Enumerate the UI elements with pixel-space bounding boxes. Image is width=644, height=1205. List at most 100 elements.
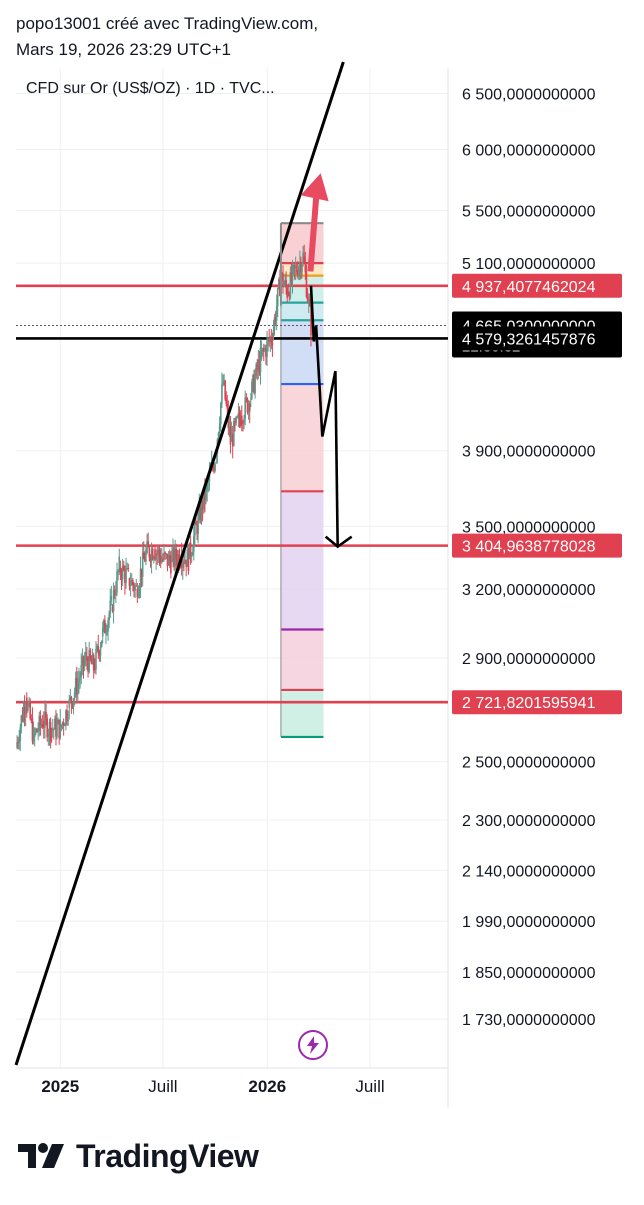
candle-body: [60, 724, 63, 728]
y-tick-label: 6 500,0000000000: [462, 87, 596, 104]
candle-body: [207, 481, 210, 483]
candle-body: [219, 402, 222, 424]
candle-body: [299, 261, 301, 268]
candle-body: [205, 484, 207, 500]
candle-body: [167, 555, 170, 566]
header-line-2: Mars 19, 2026 23:29 UTC+1: [16, 40, 231, 59]
candle-body: [233, 421, 235, 446]
candle-body: [245, 397, 248, 399]
candle-body: [224, 380, 226, 400]
candle-body: [253, 375, 255, 394]
projection-arrowhead: [324, 535, 353, 549]
candle-body: [32, 727, 35, 742]
candle-body: [99, 646, 102, 656]
y-tick-label: 5 500,0000000000: [462, 203, 596, 220]
candle-body: [134, 585, 136, 591]
candle-body: [259, 348, 262, 373]
flash-icon[interactable]: [298, 1030, 328, 1060]
candle-body: [244, 397, 246, 419]
candle-body: [147, 541, 149, 548]
symbol-label[interactable]: CFD sur Or (US$/OZ) · 1D · TVC...: [26, 80, 275, 97]
candle-body: [23, 706, 26, 715]
fib-zone: [280, 302, 324, 321]
fib-zone: [280, 384, 324, 492]
candle-body: [221, 384, 223, 403]
candle-body: [57, 719, 59, 725]
candle-body: [269, 337, 272, 342]
candle-body: [103, 620, 105, 628]
candle-body: [37, 731, 39, 733]
candle-body: [133, 585, 135, 591]
candle-body: [104, 620, 106, 634]
candle-body: [35, 729, 37, 733]
candle-body: [252, 375, 254, 382]
y-tick-label: 2 900,0000000000: [462, 651, 596, 668]
candle-body: [41, 724, 44, 728]
candle-body: [120, 572, 123, 580]
candle-body: [97, 646, 100, 652]
candle-body: [127, 568, 130, 570]
trendline: [14, 61, 345, 1066]
candle-body: [197, 514, 199, 534]
candle-body: [170, 560, 172, 574]
candle-body: [128, 578, 131, 587]
candle-body: [187, 549, 190, 571]
candle-body: [73, 692, 76, 699]
candle-body: [198, 504, 201, 521]
candle-body: [46, 718, 49, 738]
candle-body: [96, 646, 98, 649]
candle-body: [260, 352, 263, 359]
candle-body: [195, 522, 197, 525]
upside-arrow-head: [300, 173, 329, 202]
candle-body: [71, 702, 74, 707]
candle-body: [125, 569, 127, 584]
candle-body: [159, 556, 162, 563]
x-tick-label: 2026: [248, 1077, 286, 1096]
candle-body: [288, 294, 291, 298]
candle-body: [189, 542, 192, 558]
candle-body: [283, 284, 285, 287]
candle-body: [270, 337, 273, 343]
candle-body: [30, 718, 33, 720]
candle-body: [310, 305, 312, 336]
candle-body: [272, 330, 275, 336]
lightning-bolt-icon: [307, 1036, 319, 1054]
price-label-box: [452, 273, 622, 298]
candle-body: [289, 271, 292, 298]
candle-body: [190, 555, 193, 558]
candle-body: [287, 291, 290, 295]
candle-body: [91, 655, 94, 665]
candle-body: [186, 549, 189, 567]
y-tick-label: 1 730,0000000000: [462, 1012, 596, 1029]
candle-body: [231, 433, 234, 446]
candle-body: [115, 592, 117, 596]
candle-body: [201, 500, 204, 510]
horizontal-lines: [16, 284, 448, 704]
candle-body: [166, 553, 169, 566]
candle-body: [20, 715, 23, 728]
x-tick-label: Juill: [355, 1077, 384, 1096]
x-tick-label: Juill: [148, 1077, 177, 1096]
price-label-text: 2 721,8201595941: [462, 695, 596, 712]
candle-body: [293, 265, 296, 269]
candle-body: [78, 679, 80, 683]
candle-body: [282, 273, 284, 287]
candle-body: [255, 364, 257, 377]
candle-body: [33, 732, 36, 737]
price-label-text: 4 579,3261457876: [462, 331, 596, 348]
candle-body: [148, 547, 151, 558]
y-axis: 6 500,0000000000 6 000,0000000000 5 500,00…: [462, 87, 596, 1030]
candle-body: [153, 557, 155, 560]
candle-body: [106, 631, 108, 633]
candle-body: [251, 381, 253, 399]
candle-body: [118, 556, 121, 571]
candle-body: [18, 741, 21, 743]
candle-body: [89, 650, 92, 660]
candle-body: [72, 698, 75, 707]
price-label-text: 3 404,9638778028: [462, 539, 596, 556]
candle-body: [54, 718, 56, 730]
candle-body: [290, 271, 293, 282]
candle-body: [84, 651, 87, 660]
